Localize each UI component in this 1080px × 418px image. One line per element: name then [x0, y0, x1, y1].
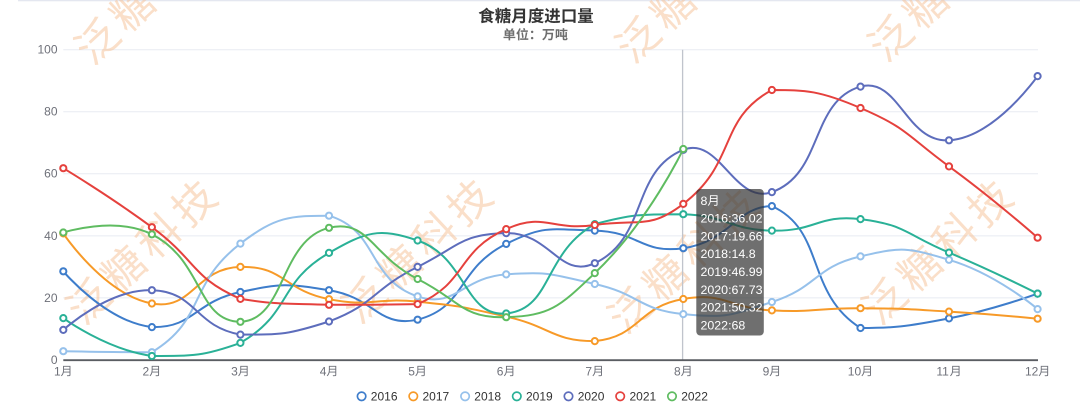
svg-text:3: 3 [231, 364, 238, 378]
svg-text:8: 8 [674, 364, 681, 378]
svg-text:60: 60 [44, 167, 58, 181]
svg-text:7: 7 [585, 364, 592, 378]
svg-text:2018: 2018 [474, 390, 501, 404]
svg-text:4: 4 [320, 364, 327, 378]
svg-text:2017:19.66: 2017:19.66 [701, 229, 763, 243]
svg-text:2016: 2016 [371, 390, 398, 404]
svg-text:2017: 2017 [423, 390, 450, 404]
svg-text:2020: 2020 [578, 390, 605, 404]
svg-text:11: 11 [936, 364, 949, 378]
svg-text:12: 12 [1025, 364, 1039, 378]
svg-text:0: 0 [51, 353, 58, 367]
svg-text:2019: 2019 [526, 390, 553, 404]
svg-text:2020:67.73: 2020:67.73 [701, 283, 763, 297]
svg-text:2018:14.8: 2018:14.8 [701, 247, 756, 261]
svg-text:1: 1 [54, 364, 61, 378]
svg-text:8: 8 [701, 194, 708, 208]
svg-text:2021:50.32: 2021:50.32 [701, 301, 763, 315]
svg-text:40: 40 [44, 229, 58, 243]
svg-text:20: 20 [44, 291, 58, 305]
svg-text:80: 80 [44, 105, 58, 119]
svg-text:2019:46.99: 2019:46.99 [701, 265, 763, 279]
svg-text:2022: 2022 [681, 390, 708, 404]
svg-text:6: 6 [497, 364, 504, 378]
svg-text:2022:68: 2022:68 [701, 318, 746, 332]
svg-text:9: 9 [763, 364, 770, 378]
svg-text:2016:36.02: 2016:36.02 [701, 212, 763, 226]
svg-text:2021: 2021 [630, 390, 657, 404]
svg-text:5: 5 [408, 364, 415, 378]
svg-text:100: 100 [37, 43, 57, 57]
svg-text:2: 2 [143, 364, 150, 378]
svg-text:10: 10 [848, 364, 862, 378]
